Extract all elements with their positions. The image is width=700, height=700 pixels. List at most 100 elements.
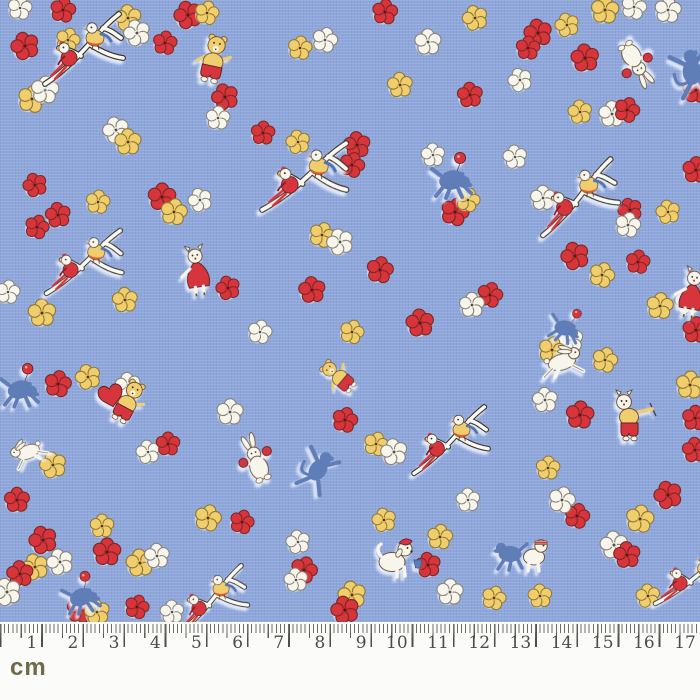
flower-red-motif xyxy=(680,435,700,465)
flower-white-motif xyxy=(184,184,216,216)
ruler-number: 13 xyxy=(509,633,532,653)
flower-white-motif xyxy=(653,0,683,26)
flower-yellow-motif xyxy=(534,454,562,482)
blue-monkey-motif xyxy=(294,445,341,497)
blue-dog-balloon-motif xyxy=(0,361,42,409)
flower-yellow-motif xyxy=(110,285,140,315)
ruler-number: 7 xyxy=(273,633,285,653)
white-dog-red-hat-motif xyxy=(376,537,424,579)
ruler-number: 16 xyxy=(633,633,655,653)
ruler-number: 15 xyxy=(591,633,614,653)
flower-yellow-motif xyxy=(336,316,368,348)
flower-white-motif xyxy=(245,317,275,347)
ruler-numbers: 1 2 3 4 5 6 7 8 9 10 11 12 13 14 15 16 17 xyxy=(0,622,700,700)
cat-red-pants-motif xyxy=(614,388,658,443)
flower-yellow-motif xyxy=(84,187,112,216)
flower-red-motif xyxy=(155,431,181,457)
flower-red-motif xyxy=(47,0,79,26)
ruler-number: 14 xyxy=(550,633,573,653)
ruler-number: 5 xyxy=(191,633,202,653)
ruler-number: 4 xyxy=(149,633,161,653)
flower-red-motif xyxy=(556,237,594,275)
flower-red-motif xyxy=(92,537,122,567)
flower-red-motif xyxy=(212,272,244,304)
flower-red-motif xyxy=(3,486,31,514)
flower-yellow-motif xyxy=(385,70,415,100)
birds-on-branch-motif xyxy=(175,565,249,622)
flower-white-motif xyxy=(504,64,536,96)
flower-red-motif xyxy=(681,155,700,185)
flower-white-motif xyxy=(530,385,560,415)
birds-on-branch-motif xyxy=(46,227,123,297)
flower-white-motif xyxy=(435,577,465,607)
flower-yellow-motif xyxy=(458,1,492,35)
flower-red-motif xyxy=(455,80,485,110)
flower-red-motif xyxy=(42,368,74,400)
flower-white-motif xyxy=(158,598,186,622)
fabric-swatch xyxy=(0,0,700,622)
ruler-number: 1 xyxy=(26,633,38,653)
flower-yellow-motif xyxy=(551,9,583,41)
cat-red-dress-motif xyxy=(176,242,214,299)
flower-red-motif xyxy=(19,169,51,201)
flower-yellow-motif xyxy=(526,582,554,610)
birds-on-branch-motif xyxy=(414,407,488,474)
flower-red-motif xyxy=(624,247,652,276)
flower-yellow-motif xyxy=(585,258,619,292)
flower-white-motif xyxy=(618,0,650,23)
flower-yellow-motif xyxy=(589,0,621,26)
flower-yellow-motif xyxy=(566,97,594,126)
flower-yellow-motif xyxy=(27,297,57,329)
yellow-bear-motif xyxy=(191,30,237,88)
flower-white-motif xyxy=(0,277,22,306)
flower-red-motif xyxy=(151,28,179,57)
ruler-number: 6 xyxy=(232,633,244,653)
flower-white-motif xyxy=(6,0,34,22)
boxing-rabbit-motif xyxy=(607,32,667,98)
flower-white-motif xyxy=(413,27,443,57)
flower-yellow-motif xyxy=(645,290,675,322)
flower-yellow-motif xyxy=(674,369,700,401)
flower-yellow-motif xyxy=(623,502,657,536)
yellow-bear-motif xyxy=(313,352,363,400)
ruler-unit-label: cm xyxy=(10,654,47,681)
flower-red-motif xyxy=(6,27,44,65)
flower-yellow-motif xyxy=(653,197,683,227)
ruler-number: 2 xyxy=(67,633,79,653)
flower-red-motif xyxy=(681,404,700,432)
flower-red-motif xyxy=(249,119,277,147)
ruler-number: 3 xyxy=(108,633,120,653)
flower-red-motif xyxy=(121,591,153,622)
flower-yellow-motif xyxy=(191,501,225,535)
ruler-number: 11 xyxy=(427,633,449,653)
flower-yellow-motif xyxy=(369,505,399,535)
flower-white-motif xyxy=(501,142,529,171)
flower-red-motif xyxy=(329,403,361,436)
flower-white-motif xyxy=(215,397,245,427)
flower-red-motif xyxy=(370,0,400,27)
ruler-number: 9 xyxy=(355,633,367,653)
birds-on-branch-motif xyxy=(655,541,700,613)
flower-yellow-motif xyxy=(589,343,621,376)
flower-yellow-motif xyxy=(71,360,105,394)
flower-yellow-motif xyxy=(89,513,115,539)
flower-red-motif xyxy=(564,399,596,431)
flower-white-motif xyxy=(283,527,313,557)
ruler-number: 10 xyxy=(386,633,408,653)
flower-red-motif xyxy=(364,254,396,286)
flower-red-motif xyxy=(297,274,327,306)
flower-red-motif xyxy=(649,476,687,514)
ruler-number: 8 xyxy=(314,633,326,653)
flower-red-motif xyxy=(681,315,700,345)
flower-white-motif xyxy=(454,486,482,514)
ruler: 1 2 3 4 5 6 7 8 9 10 11 12 13 14 15 16 17 cm xyxy=(0,622,700,700)
flower-yellow-motif xyxy=(478,582,510,614)
fabric-pattern-svg xyxy=(0,0,700,622)
flower-yellow-motif xyxy=(286,33,314,62)
flower-red-motif xyxy=(404,306,436,340)
boxing-rabbit-motif xyxy=(228,425,283,490)
flower-yellow-motif xyxy=(425,522,455,552)
dog-and-sailor-pup-motif xyxy=(491,537,550,573)
flower-yellow-motif xyxy=(283,127,313,157)
